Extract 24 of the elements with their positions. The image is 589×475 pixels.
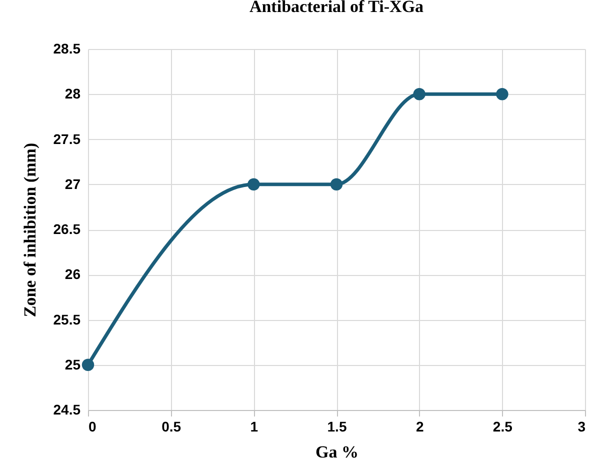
x-tick-label: 2 [416,418,424,434]
point [82,358,94,371]
y-tick-label: 25 [64,356,81,372]
point [248,178,260,190]
y-tick-label: 25.5 [53,311,81,328]
x-tick-label: 1 [250,418,258,434]
x-tick-label: 0.5 [162,418,182,434]
y-tick-label: 24.5 [53,402,81,418]
chart-title: Antibacterial of Ti-XGa [249,0,424,16]
y-tick-label: 28 [64,86,81,102]
point [496,88,508,100]
x-axis-title: Ga % [316,442,358,462]
y-tick-label: 28.5 [53,40,81,56]
y-tick-label: 26 [64,266,81,282]
x-tick-label: 1.5 [327,418,347,434]
x-tick-label: 0 [88,418,96,434]
point [413,88,426,100]
y-tick-label: 26.5 [53,221,81,237]
x-tick-label: 2.5 [492,418,513,434]
y-axis-title: Zone of inhibition (mm) [20,142,40,318]
x-tick-label: 3 [578,418,586,434]
y-tick-label: 27.5 [53,130,81,147]
y-tick-label: 27 [64,176,81,192]
point [330,178,343,190]
